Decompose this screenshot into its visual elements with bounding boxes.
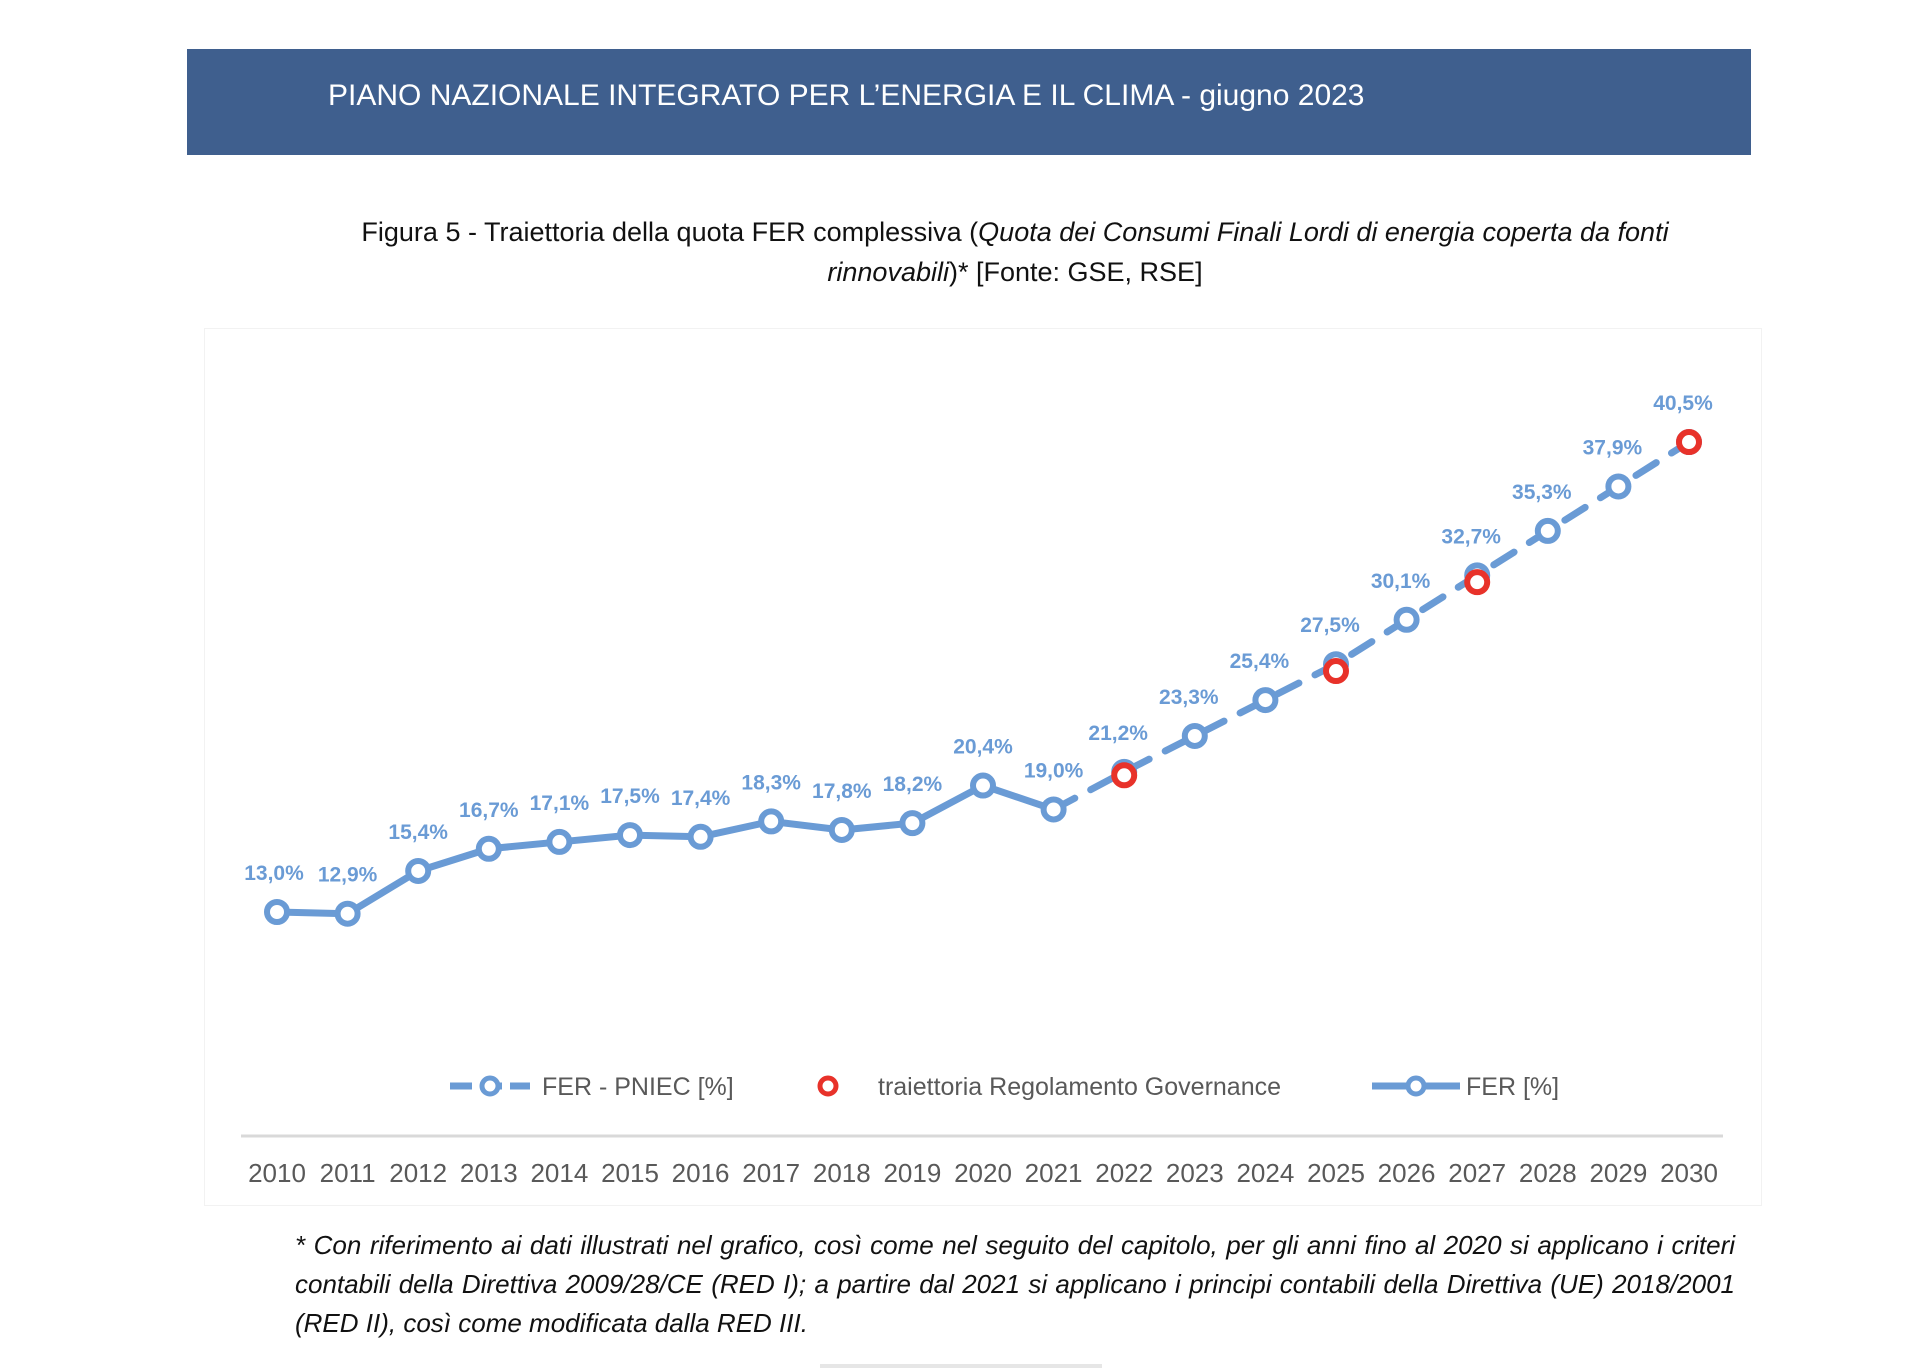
data-label-fer-pniec: 23,3% bbox=[1159, 686, 1219, 709]
data-point-governance bbox=[1323, 658, 1349, 685]
data-point-fer bbox=[334, 900, 361, 927]
x-tick-label: 2014 bbox=[530, 1158, 588, 1188]
data-point-fer bbox=[828, 816, 855, 843]
data-label-fer: 18,2% bbox=[883, 773, 943, 796]
data-label-fer: 17,4% bbox=[671, 787, 731, 810]
data-label-fer: 15,4% bbox=[388, 821, 448, 844]
x-tick-label: 2027 bbox=[1448, 1158, 1506, 1188]
x-tick-label: 2021 bbox=[1025, 1158, 1083, 1188]
x-tick-label: 2018 bbox=[813, 1158, 871, 1188]
data-label-fer: 18,3% bbox=[741, 771, 801, 794]
data-point-fer bbox=[264, 899, 290, 925]
x-tick-label: 2030 bbox=[1660, 1158, 1718, 1188]
data-point-governance bbox=[1676, 429, 1702, 456]
legend-marker-governance bbox=[817, 1075, 839, 1097]
data-point-governance bbox=[1464, 569, 1491, 596]
x-tick-label: 2025 bbox=[1307, 1158, 1365, 1188]
legend-label-governance: traiettoria Regolamento Governance bbox=[878, 1073, 1281, 1101]
x-tick-label: 2022 bbox=[1095, 1158, 1153, 1188]
legend-marker-fer-pniec bbox=[479, 1075, 501, 1097]
caption-suffix: )* [Fonte: GSE, RSE] bbox=[948, 257, 1203, 287]
x-tick-label: 2013 bbox=[460, 1158, 518, 1188]
document-header: PIANO NAZIONALE INTEGRATO PER L’ENERGIA … bbox=[187, 49, 1751, 155]
x-tick-label: 2012 bbox=[389, 1158, 447, 1188]
data-point-fer bbox=[405, 857, 432, 884]
x-tick-label: 2028 bbox=[1519, 1158, 1577, 1188]
data-point-fer bbox=[475, 835, 502, 862]
data-point-fer-pniec bbox=[1181, 722, 1208, 749]
caption-italic: Quota dei Consumi Finali Lordi di energi… bbox=[827, 217, 1669, 287]
x-tick-label: 2015 bbox=[601, 1158, 659, 1188]
data-label-fer-pniec: 32,7% bbox=[1441, 525, 1501, 548]
data-point-fer-pniec bbox=[1393, 606, 1420, 633]
data-label-fer: 17,8% bbox=[812, 780, 872, 803]
data-point-fer bbox=[970, 772, 996, 799]
x-tick-label: 2023 bbox=[1166, 1158, 1224, 1188]
header-title: PIANO NAZIONALE INTEGRATO PER L’ENERGIA … bbox=[328, 79, 1365, 112]
data-label-fer: 16,7% bbox=[459, 799, 519, 822]
data-label-fer: 13,0% bbox=[244, 862, 304, 885]
x-tick-label: 2026 bbox=[1378, 1158, 1436, 1188]
data-label-fer: 17,1% bbox=[530, 792, 590, 815]
data-point-fer-pniec bbox=[1534, 517, 1561, 544]
data-label-fer-pniec: 35,3% bbox=[1512, 481, 1572, 504]
footnote: * Con riferimento ai dati illustrati nel… bbox=[295, 1230, 1735, 1338]
data-label-fer-pniec: 40,5% bbox=[1653, 392, 1713, 415]
x-tick-label: 2011 bbox=[320, 1158, 376, 1188]
x-tick-label: 2016 bbox=[672, 1158, 730, 1188]
data-label-fer-pniec: 30,1% bbox=[1371, 570, 1431, 593]
data-point-fer bbox=[617, 822, 643, 849]
x-tick-label: 2029 bbox=[1589, 1158, 1647, 1188]
legend-marker-fer bbox=[1405, 1075, 1427, 1097]
x-tick-label: 2010 bbox=[248, 1158, 306, 1188]
data-point-fer bbox=[899, 810, 926, 837]
data-point-governance bbox=[1111, 762, 1138, 789]
x-tick-label: 2019 bbox=[883, 1158, 941, 1188]
data-point-fer bbox=[1040, 796, 1067, 823]
figure-caption: Figura 5 - Traiettoria della quota FER c… bbox=[300, 212, 1730, 292]
data-point-fer bbox=[758, 808, 785, 835]
data-label-fer: 19,0% bbox=[1024, 759, 1084, 782]
chart-legend: FER - PNIEC [%] traiettoria Regolamento G… bbox=[450, 1073, 1559, 1101]
data-point-fer bbox=[546, 828, 573, 855]
data-point-fer-pniec bbox=[1252, 687, 1279, 714]
series-line-fer bbox=[276, 782, 1055, 918]
chart-area bbox=[204, 328, 1762, 1206]
x-tick-label: 2020 bbox=[954, 1158, 1012, 1188]
data-point-fer bbox=[687, 823, 714, 850]
data-label-fer-pniec: 25,4% bbox=[1230, 650, 1290, 673]
page-divider bbox=[820, 1364, 1102, 1368]
data-label-fer: 20,4% bbox=[953, 736, 1013, 759]
legend-label-fer: FER [%] bbox=[1466, 1073, 1559, 1101]
data-label-fer-pniec: 37,9% bbox=[1583, 436, 1643, 459]
series-line-fer-pniec bbox=[1050, 438, 1693, 813]
legend-label-fer-pniec: FER - PNIEC [%] bbox=[542, 1073, 734, 1101]
caption-prefix: Figura 5 - Traiettoria della quota FER c… bbox=[361, 217, 979, 247]
data-label-fer: 17,5% bbox=[600, 785, 660, 808]
data-label-fer-pniec: 27,5% bbox=[1300, 614, 1360, 637]
x-tick-label: 2017 bbox=[742, 1158, 800, 1188]
data-label-fer-pniec: 21,2% bbox=[1088, 722, 1148, 745]
data-point-fer-pniec bbox=[1605, 473, 1632, 500]
data-label-fer: 12,9% bbox=[318, 864, 378, 887]
x-tick-label: 2024 bbox=[1236, 1158, 1294, 1188]
